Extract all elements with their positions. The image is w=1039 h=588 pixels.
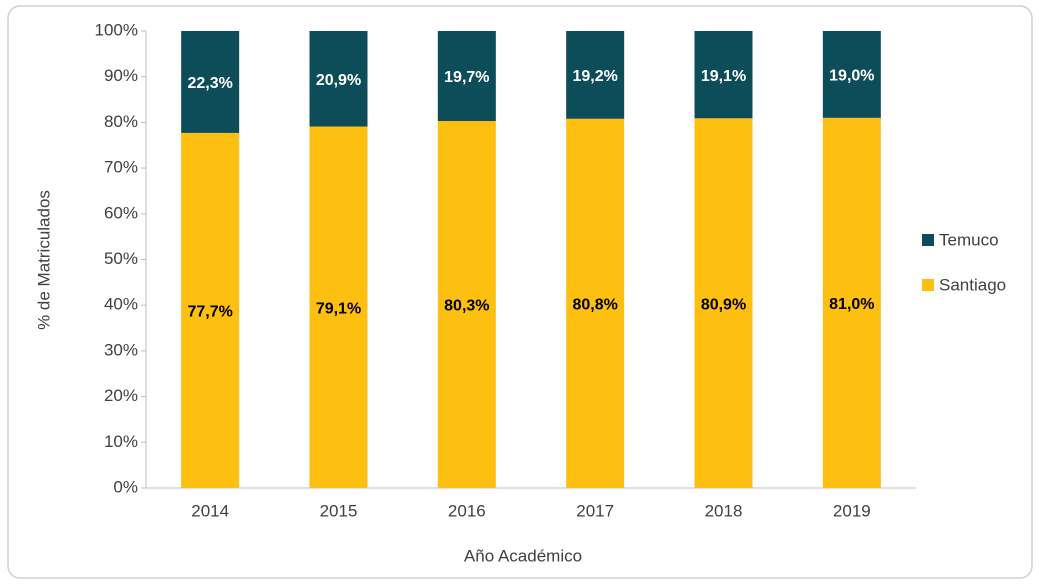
bar-segment	[181, 31, 240, 133]
value-label: 19,7%	[444, 69, 489, 86]
x-tick-label: 2014	[191, 501, 229, 520]
value-label: 81,0%	[829, 296, 874, 313]
chart-frame	[7, 5, 1033, 579]
x-tick-label: 2017	[576, 501, 614, 520]
y-tick-label: 100%	[95, 20, 138, 39]
legend-swatch	[922, 234, 934, 246]
value-label: 80,8%	[572, 297, 617, 314]
x-tick-label: 2015	[320, 501, 358, 520]
bar-segment	[566, 118, 625, 488]
x-tick-label: 2018	[705, 501, 743, 520]
bar-segment	[822, 31, 881, 118]
y-tick-label: 50%	[104, 249, 138, 268]
bar-segment	[566, 31, 625, 119]
legend-label: Temuco	[939, 230, 999, 249]
value-label: 80,3%	[444, 298, 489, 315]
value-label: 20,9%	[316, 72, 361, 89]
y-tick-label: 90%	[104, 66, 138, 85]
y-tick-label: 40%	[104, 295, 138, 314]
bar-segment	[822, 117, 881, 488]
bar-segment	[437, 31, 496, 122]
bar-segment	[694, 118, 753, 489]
bar-segment	[437, 121, 496, 489]
y-tick-label: 10%	[104, 432, 138, 451]
value-label: 77,7%	[187, 304, 232, 321]
bar-segment	[181, 132, 240, 488]
y-tick-label: 60%	[104, 203, 138, 222]
value-label: 22,3%	[187, 75, 232, 92]
value-label: 19,1%	[701, 68, 746, 85]
y-tick-label: 70%	[104, 158, 138, 177]
y-tick-label: 80%	[104, 112, 138, 131]
y-tick-label: 0%	[113, 477, 138, 496]
value-label: 19,0%	[829, 68, 874, 85]
y-axis-title: % de Matriculados	[34, 190, 53, 330]
x-axis-title: Año Académico	[464, 546, 582, 565]
x-tick-label: 2019	[833, 501, 871, 520]
bar-segment	[694, 31, 753, 119]
value-label: 80,9%	[701, 296, 746, 313]
y-tick-label: 20%	[104, 386, 138, 405]
y-tick-label: 30%	[104, 340, 138, 359]
bar-segment	[309, 126, 368, 488]
x-tick-label: 2016	[448, 501, 486, 520]
legend-swatch	[922, 279, 934, 291]
value-label: 19,2%	[572, 68, 617, 85]
legend-label: Santiago	[939, 275, 1006, 294]
value-label: 79,1%	[316, 300, 361, 317]
bar-segment	[309, 31, 368, 127]
